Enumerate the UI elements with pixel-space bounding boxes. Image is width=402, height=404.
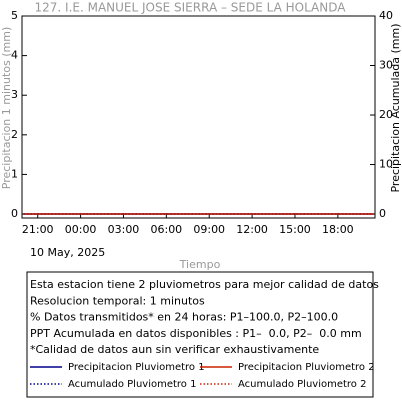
x-tick-label: 06:00 [150, 223, 182, 236]
x-tick-label: 03:00 [108, 223, 140, 236]
x-axis-label: Tiempo [179, 258, 221, 271]
x-tick-label: 09:00 [193, 223, 225, 236]
info-text: % Datos transmitidos* en 24 horas: P1–10… [30, 311, 338, 324]
chart-title: 127. I.E. MANUEL JOSE SIERRA – SEDE LA H… [35, 1, 347, 15]
y-tick-label: 5 [11, 9, 18, 22]
y2-tick-label: 30 [379, 59, 393, 72]
y2-tick-label: 40 [379, 9, 393, 22]
y2-axis-label: Precipitacion Acumulada (mm) [389, 23, 402, 192]
legend-label: Precipitacion Pluviometro 1 [68, 362, 205, 373]
y-tick-label: 4 [11, 49, 18, 62]
y-tick-label: 3 [11, 88, 18, 101]
legend-label: Acumulado Pluviometro 2 [238, 379, 366, 390]
y-tick-label: 0 [11, 207, 18, 220]
info-text: *Calidad de datos aun sin verificar exha… [30, 343, 319, 356]
legend-label: Acumulado Pluviometro 1 [68, 379, 196, 390]
y-tick-label: 1 [11, 167, 18, 180]
y-axis-label: Precipitacion 1 minutos (mm) [0, 27, 13, 189]
info-text: Esta estacion tiene 2 pluviometros para … [30, 278, 379, 291]
legend-label: Precipitacion Pluviometro 2 [238, 362, 375, 373]
y2-tick-label: 20 [379, 108, 393, 121]
info-box [26, 271, 374, 398]
y2-tick-label: 0 [379, 207, 386, 220]
y2-tick-label: 10 [379, 158, 393, 171]
x-tick-label: 18:00 [322, 223, 354, 236]
info-text: Resolucion temporal: 1 minutos [30, 294, 205, 307]
y-tick-label: 2 [11, 128, 18, 141]
plot-frame [21, 15, 376, 219]
x-tick-label: 21:00 [22, 223, 54, 236]
info-text: PPT Acumulada en datos disponibles : P1–… [30, 327, 362, 340]
date-label: 10 May, 2025 [30, 246, 105, 259]
x-tick-label: 15:00 [279, 223, 311, 236]
x-tick-label: 00:00 [65, 223, 97, 236]
x-tick-label: 12:00 [236, 223, 268, 236]
